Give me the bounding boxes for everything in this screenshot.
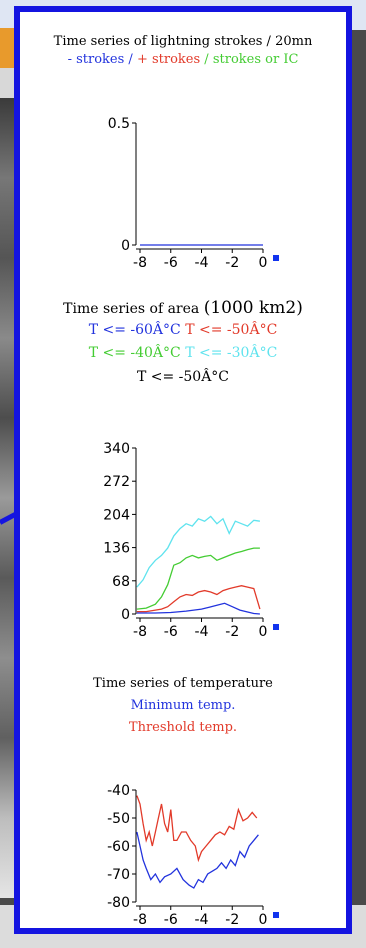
x-tick-label: 0 xyxy=(259,255,268,271)
x-tick-label: 0 xyxy=(259,624,268,640)
x-tick-label: -6 xyxy=(164,255,178,271)
y-tick-label: 272 xyxy=(103,474,130,490)
area-title-unit: (1000 km2) xyxy=(203,298,303,318)
temperature-title: Time series of temperature xyxy=(93,676,273,691)
area-legend-row-1: T <= -60Â°C T <= -50Â°C xyxy=(20,322,346,338)
legend-minus-strokes: - strokes xyxy=(67,52,125,67)
legend-t40: T <= -40Â°C xyxy=(88,345,181,361)
series-line xyxy=(136,831,259,889)
lightning-legend: - strokes / + strokes / strokes or IC xyxy=(20,52,346,67)
area-chart: 0 68 136 204 272 340 -8 -6 -4 -2 0 xyxy=(103,441,279,640)
area-legend-row-3: T <= -50Â°C xyxy=(136,369,230,385)
y-tick-label: -60 xyxy=(107,839,130,855)
x-tick-label: -4 xyxy=(195,912,209,928)
y-tick-label: 204 xyxy=(103,507,130,523)
legend-minimum-temp: Minimum temp. xyxy=(130,698,236,713)
x-tick-label: -2 xyxy=(225,624,239,640)
series-line xyxy=(136,585,261,613)
y-tick-label: -50 xyxy=(107,811,130,827)
x-tick-label: -2 xyxy=(225,912,239,928)
y-tick-label: 68 xyxy=(112,574,130,590)
series-line xyxy=(136,602,260,615)
area-legend-row-2: T <= -40Â°C T <= -30Â°C xyxy=(20,345,346,361)
legend-separator: / xyxy=(200,52,213,67)
legend-threshold-temp: Threshold temp. xyxy=(128,720,238,735)
legend-plus-strokes: + strokes xyxy=(136,52,201,67)
legend-t30: T <= -30Â°C xyxy=(185,345,278,361)
lightning-title: Time series of lightning strokes / 20mn xyxy=(53,34,313,49)
y-tick-label: 340 xyxy=(103,441,130,457)
x-tick-label: -6 xyxy=(164,624,178,640)
y-tick-label: -80 xyxy=(107,895,130,911)
legend-ic-strokes: strokes or IC xyxy=(212,52,299,67)
legend-separator: / xyxy=(124,52,137,67)
y-tick-label: -70 xyxy=(107,867,130,883)
temperature-chart: -40 -50 -60 -70 -80-8 -6 -4 -2 0 xyxy=(107,783,279,928)
legend-t60: T <= -60Â°C xyxy=(88,322,181,338)
current-time-marker xyxy=(273,912,279,918)
y-tick-label: 0 xyxy=(121,238,130,254)
y-tick-label: 0 xyxy=(121,607,130,623)
x-tick-label: -4 xyxy=(195,255,209,271)
series-line xyxy=(136,547,260,610)
current-time-marker xyxy=(273,624,279,630)
series-line xyxy=(136,795,258,863)
area-title-text: Time series of area xyxy=(63,301,200,317)
x-tick-label: -2 xyxy=(225,255,239,271)
y-tick-label: 0.5 xyxy=(108,116,130,132)
x-tick-label: -6 xyxy=(164,912,178,928)
x-tick-label: -4 xyxy=(195,624,209,640)
x-tick-label: -8 xyxy=(133,624,147,640)
x-tick-label: 0 xyxy=(259,912,268,928)
legend-t50: T <= -50Â°C xyxy=(185,322,278,338)
y-tick-label: -40 xyxy=(107,783,130,799)
info-popup-panel: Time series of lightning strokes / 20mn … xyxy=(14,6,352,934)
area-title: Time series of area (1000 km2) xyxy=(20,298,346,318)
x-tick-label: -8 xyxy=(133,912,147,928)
series-line xyxy=(136,515,260,588)
y-tick-label: 136 xyxy=(103,541,130,557)
current-time-marker xyxy=(273,255,279,261)
x-tick-label: -8 xyxy=(133,255,147,271)
lightning-chart: 0 0.5 -8 -6 -4 -2 0 xyxy=(108,116,279,271)
